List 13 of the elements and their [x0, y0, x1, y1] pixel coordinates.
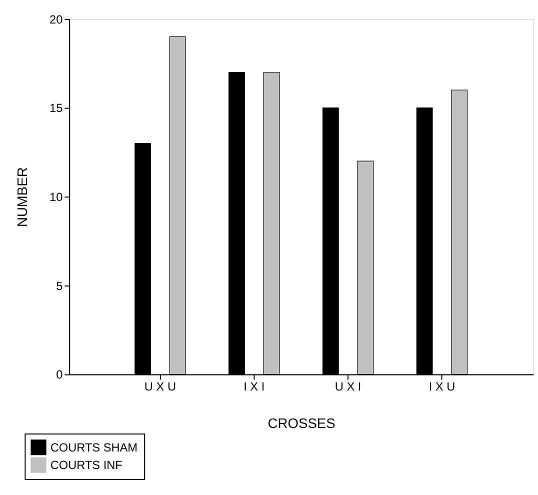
x-tick-label: U X U [144, 380, 176, 394]
x-tick-label: U X I [334, 380, 362, 394]
y-tick-label: 20 [50, 12, 64, 26]
legend-label: COURTS INF [50, 458, 122, 472]
x-tick-label: I X I [244, 380, 265, 394]
x-tick-label: I X U [428, 380, 456, 394]
y-tick-label: 5 [56, 278, 64, 293]
y-tick-label: 10 [50, 190, 64, 204]
y-tick-label: 15 [50, 101, 64, 116]
x-axis-title: CROSSES [268, 415, 336, 432]
legend-label: COURTS SHAM [50, 440, 138, 454]
y-axis-title: NUMBER [14, 167, 30, 228]
y-tick-label: 0 [56, 368, 64, 382]
